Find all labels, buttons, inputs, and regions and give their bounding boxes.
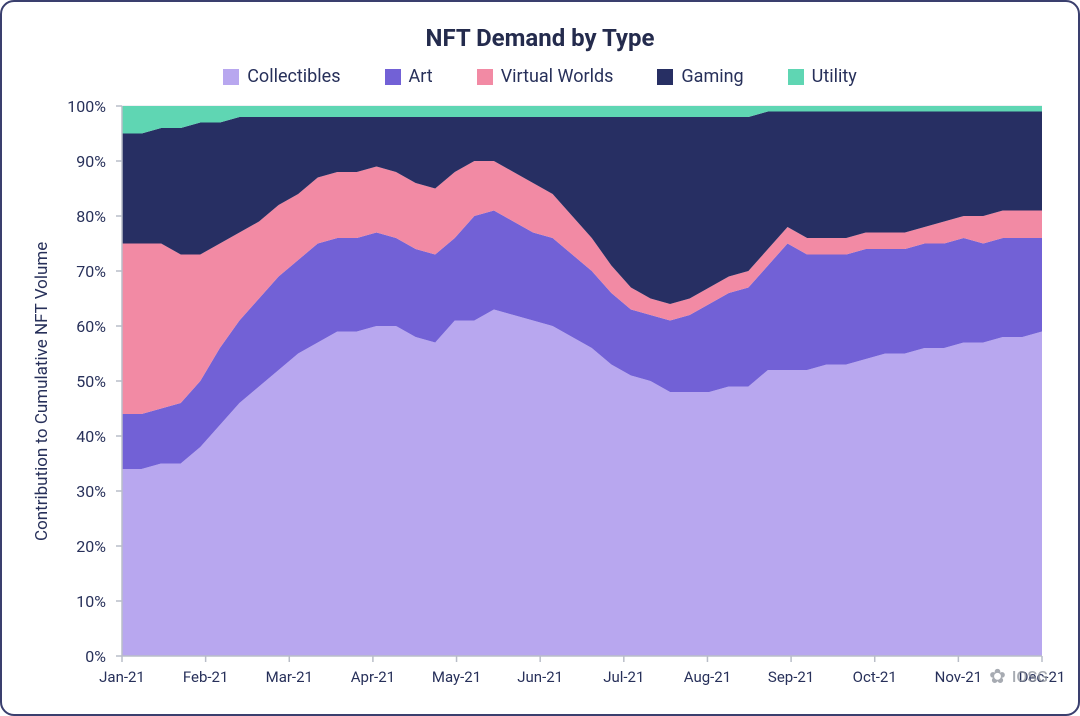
xtick-10: Nov-21 — [935, 668, 982, 686]
xtick-9: Oct-21 — [853, 668, 897, 686]
legend: Collectibles Art Virtual Worlds Gaming Utili… — [2, 66, 1078, 87]
watermark-logo: ✿ IOSG — [989, 664, 1048, 688]
legend-label-utility: Utility — [812, 66, 857, 87]
y-axis-label: Contribution to Cumulative NFT Volume — [32, 242, 52, 541]
ytick-50: 50% — [76, 372, 106, 391]
legend-swatch-gaming — [657, 69, 673, 85]
legend-item-utility: Utility — [788, 66, 857, 87]
ytick-20: 20% — [76, 537, 106, 556]
plot-area — [122, 106, 1042, 656]
legend-label-virtual: Virtual Worlds — [501, 66, 614, 87]
legend-item-collectibles: Collectibles — [223, 66, 340, 87]
legend-item-art: Art — [385, 66, 433, 87]
ytick-30: 30% — [76, 482, 106, 501]
legend-swatch-virtual — [477, 69, 493, 85]
chart-title: NFT Demand by Type — [2, 24, 1078, 52]
logo-icon: ✿ — [989, 664, 1006, 688]
ytick-60: 60% — [76, 317, 106, 336]
legend-item-virtual: Virtual Worlds — [477, 66, 614, 87]
legend-label-collectibles: Collectibles — [247, 66, 340, 87]
legend-swatch-collectibles — [223, 69, 239, 85]
legend-label-gaming: Gaming — [681, 66, 743, 87]
ytick-80: 80% — [76, 207, 106, 226]
ytick-70: 70% — [76, 262, 106, 281]
xtick-5: Jun-21 — [517, 668, 563, 686]
legend-item-gaming: Gaming — [657, 66, 743, 87]
xtick-4: May-21 — [432, 668, 481, 686]
xtick-0: Jan-21 — [99, 668, 145, 686]
xtick-7: Aug-21 — [684, 668, 731, 686]
xtick-6: Jul-21 — [603, 668, 644, 686]
xtick-3: Apr-21 — [351, 668, 395, 686]
ytick-90: 90% — [76, 152, 106, 171]
area-series — [122, 106, 1042, 656]
legend-swatch-art — [385, 69, 401, 85]
xtick-8: Sep-21 — [768, 668, 814, 686]
ytick-40: 40% — [76, 427, 106, 446]
legend-label-art: Art — [409, 66, 433, 87]
ytick-0: 0% — [85, 647, 106, 666]
ytick-100: 100% — [67, 97, 106, 116]
xtick-1: Feb-21 — [183, 668, 229, 686]
legend-swatch-utility — [788, 69, 804, 85]
xtick-2: Mar-21 — [266, 668, 313, 686]
chart-frame: NFT Demand by Type Collectibles Art Virtua… — [0, 0, 1080, 716]
logo-text: IOSG — [1012, 667, 1048, 686]
ytick-10: 10% — [76, 592, 106, 611]
